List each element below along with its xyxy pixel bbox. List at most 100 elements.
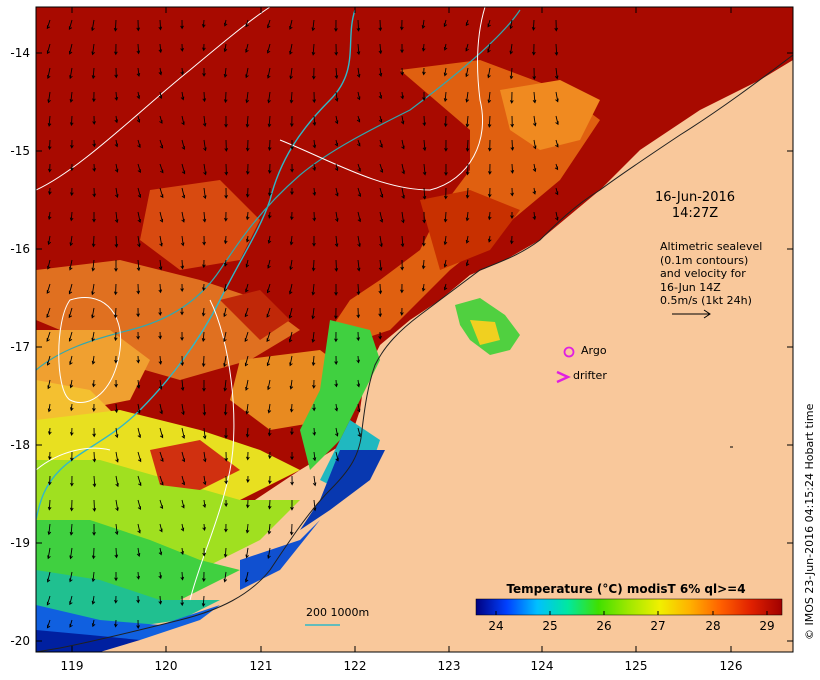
date-time-label: 16-Jun-2016 14:27Z [640,190,750,222]
velocity-arrow [488,235,492,243]
lat-tick-label: -15 [10,144,30,158]
velocity-arrow [136,67,141,77]
velocity-arrow [290,187,294,196]
velocity-arrow [203,163,207,176]
velocity-arrow [91,235,96,248]
velocity-arrow [532,211,537,221]
velocity-arrow [180,547,184,556]
velocity-arrow [113,331,118,342]
velocity-arrow [46,43,51,55]
velocity-arrow [267,67,271,79]
velocity-arrow [245,91,250,104]
velocity-arrow [379,235,383,248]
velocity-arrow [159,115,163,124]
velocity-arrow [136,307,140,318]
velocity-arrow [266,283,271,294]
velocity-arrow [421,19,426,30]
velocity-arrow [379,163,384,173]
velocity-arrow [180,235,185,247]
velocity-arrow [267,43,271,54]
velocity-arrow [465,163,470,176]
velocity-arrow [334,235,339,248]
velocity-arrows [46,19,559,630]
velocity-arrow [223,67,228,78]
velocity-arrow [289,403,294,413]
velocity-arrow [159,451,164,462]
velocity-arrow [379,211,383,223]
velocity-arrow [334,43,338,56]
velocity-arrow [289,19,293,30]
velocity-arrow [378,19,383,32]
velocity-arrow [334,283,338,296]
velocity-arrow [137,427,141,439]
colorbar [475,598,783,616]
velocity-arrow [555,91,559,103]
velocity-arrow [137,403,141,414]
velocity-arrow [443,259,448,268]
velocity-arrow [532,43,536,56]
velocity-arrow [47,259,51,270]
velocity-arrow [114,595,118,604]
velocity-arrow [202,259,206,269]
velocity-arrow [137,523,141,534]
velocity-arrow [465,19,470,27]
velocity-arrow [356,91,361,101]
velocity-arrow [180,355,185,367]
velocity-arrow [245,547,249,559]
velocity-arrow [158,379,163,390]
velocity-arrow [422,211,427,224]
velocity-arrow [312,67,316,80]
velocity-arrow [202,67,206,77]
velocity-arrow [158,43,163,54]
date-text: 16-Jun-2016 [654,190,736,205]
velocity-arrow [47,403,52,413]
velocity-arrow [334,307,338,320]
velocity-arrow [114,115,119,124]
velocity-arrow [48,187,52,196]
velocity-arrow [334,67,339,80]
velocity-arrow [465,139,470,152]
velocity-arrow [92,475,97,488]
velocity-arrow [114,139,119,148]
velocity-arrow [224,475,228,485]
velocity-arrow [245,19,249,28]
drifter-label: drifter [573,369,607,382]
velocity-arrow [92,499,97,512]
velocity-arrow [223,379,228,392]
velocity-arrow [246,451,250,461]
velocity-arrow [136,19,141,32]
velocity-arrow [312,379,316,389]
colorbar-tick-label: 28 [705,619,721,633]
velocity-arrow [554,187,559,196]
velocity-arrow [245,571,249,583]
velocity-arrow [465,43,469,52]
velocity-arrow [223,547,228,558]
velocity-arrow [136,379,141,389]
velocity-arrow [532,187,536,195]
velocity-arrow [266,355,271,367]
velocity-arrow [47,547,51,560]
velocity-arrow [378,67,383,77]
velocity-arrow [378,259,383,272]
velocity-arrow [334,115,339,125]
velocity-arrow [136,43,141,55]
velocity-arrow [136,91,141,100]
velocity-arrow [465,187,470,199]
velocity-arrow [114,163,119,173]
argo-marker [563,346,575,358]
velocity-arrow [223,283,228,293]
velocity-arrow [136,283,141,295]
velocity-arrow [268,475,272,485]
velocity-arrow [443,43,448,51]
velocity-arrow [290,211,294,221]
velocity-arrow [378,331,382,340]
velocity-arrow [444,283,448,291]
velocity-arrow [334,163,339,172]
velocity-arrow [137,187,141,199]
velocity-arrow [224,427,228,439]
velocity-arrow [267,163,272,174]
velocity-arrow [444,163,448,176]
velocity-arrow [201,331,206,342]
colorbar-tick-label: 29 [759,619,775,633]
